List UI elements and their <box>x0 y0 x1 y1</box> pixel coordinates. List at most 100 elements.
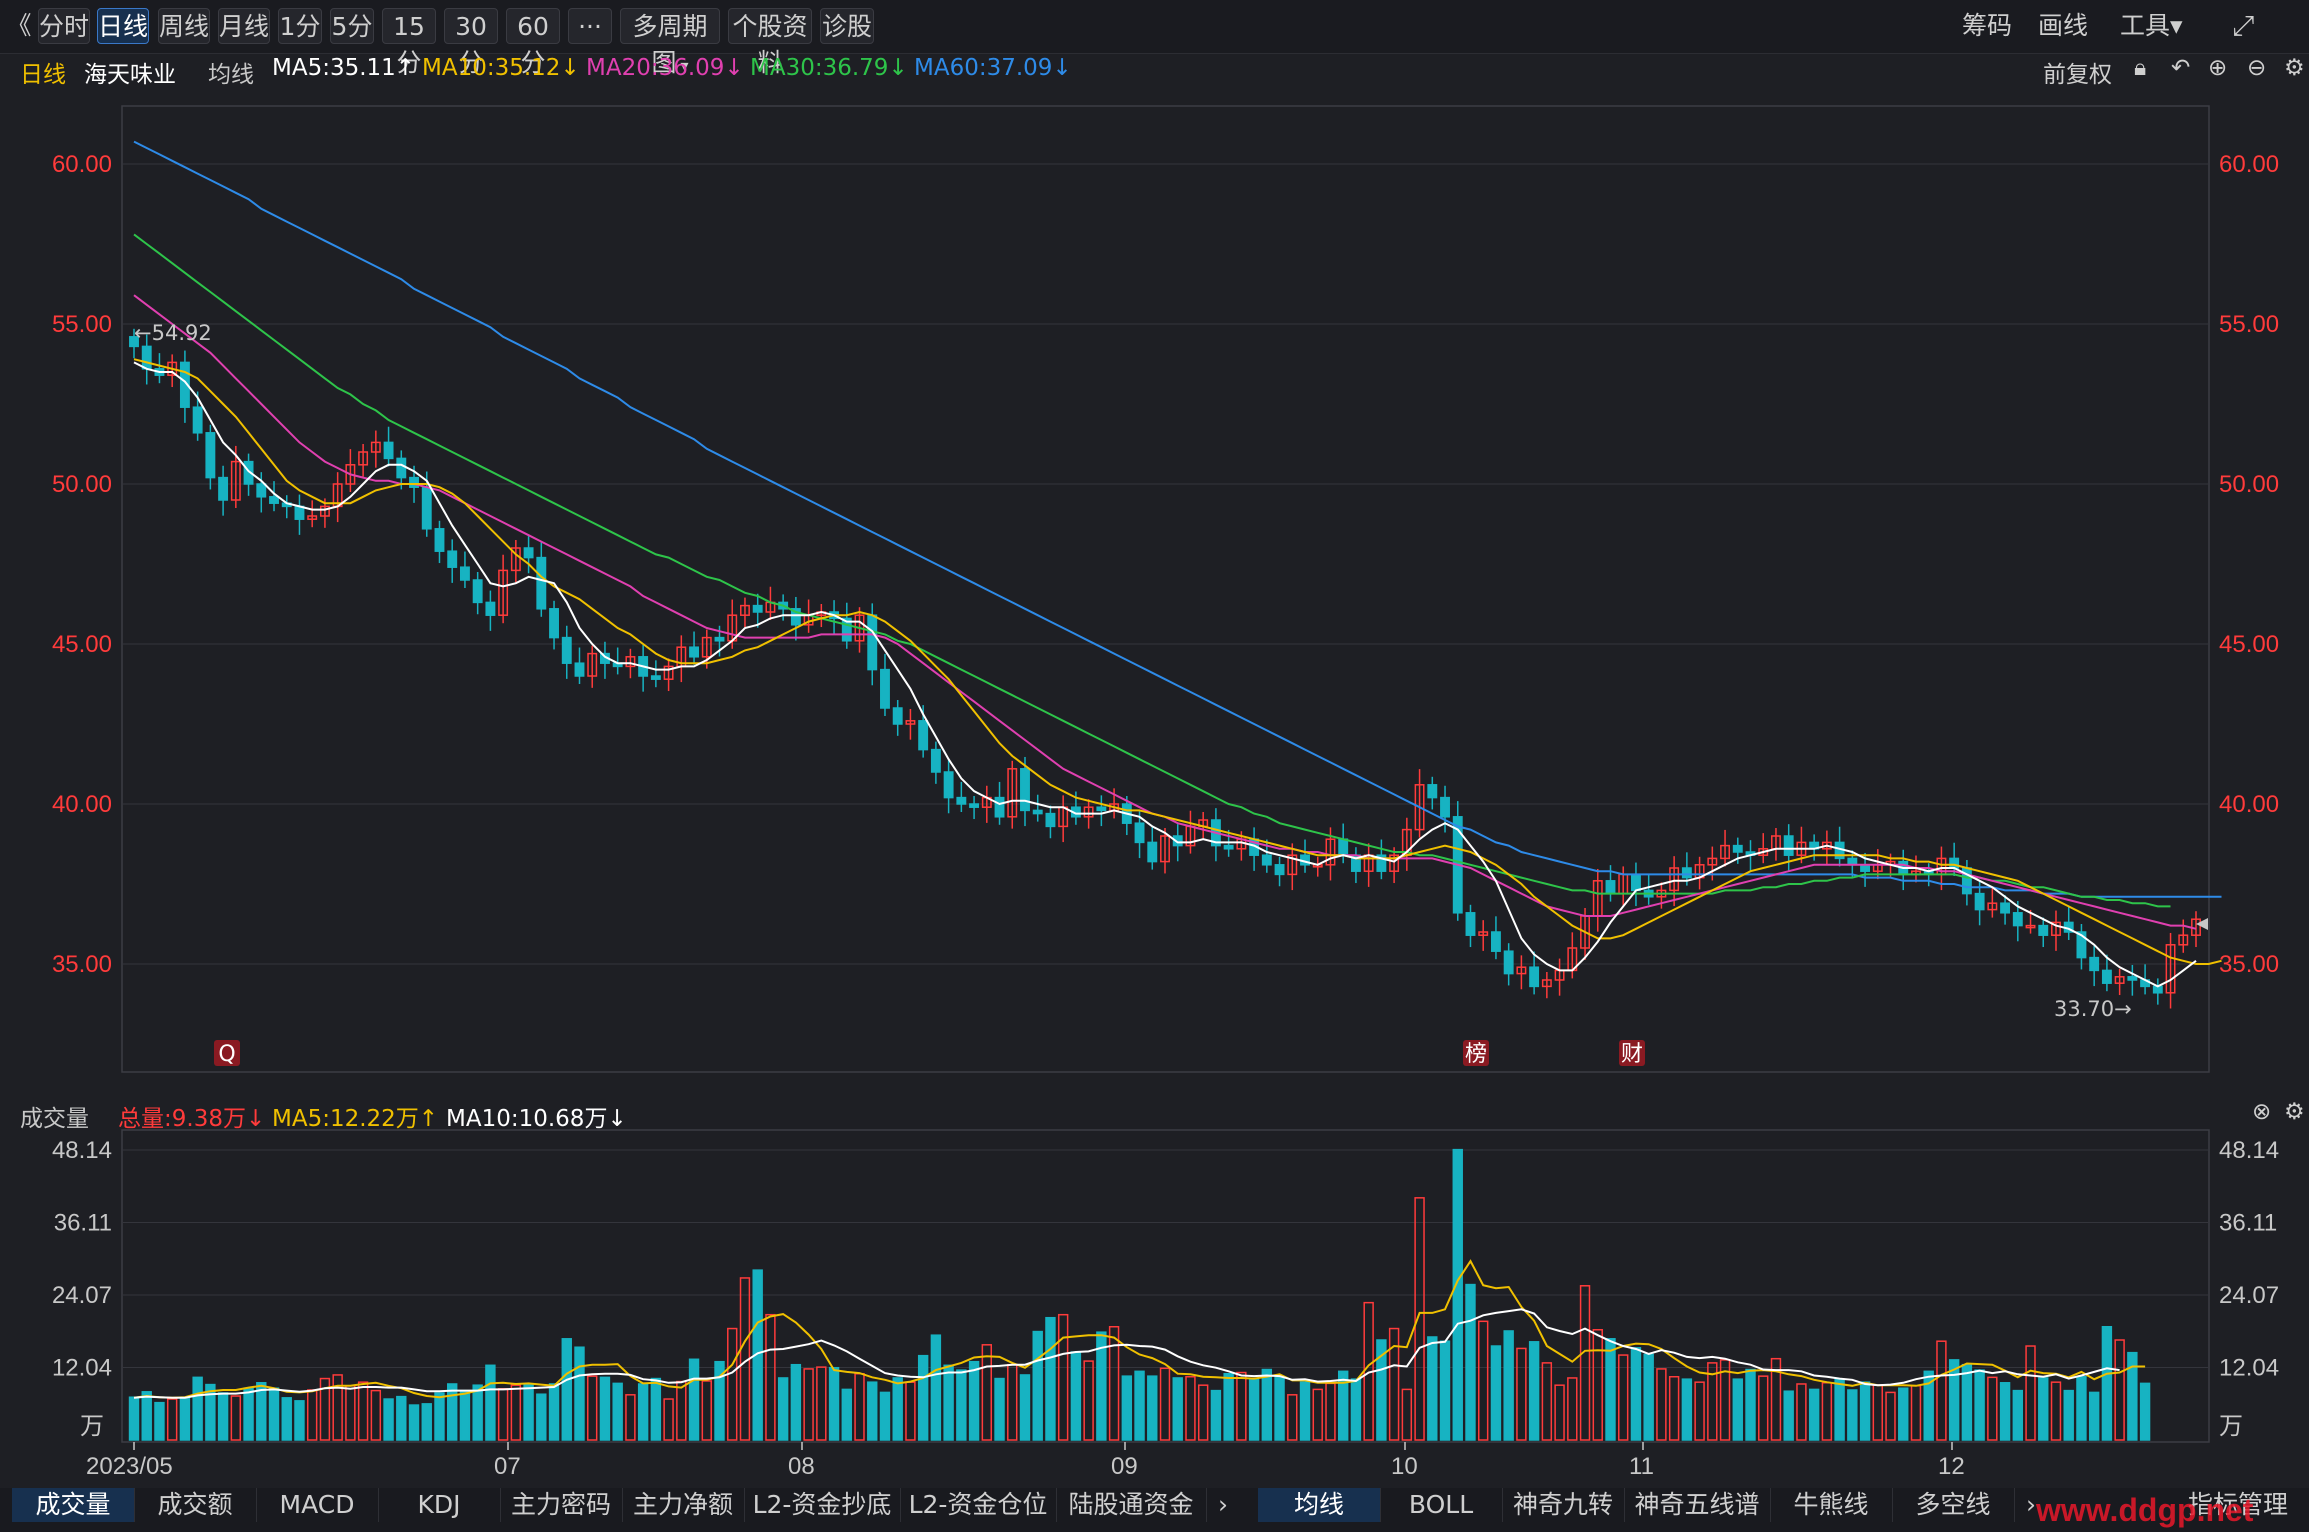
candle-up <box>905 720 916 725</box>
tab-magic-nine[interactable]: 神奇九转 <box>1502 1488 1625 1522</box>
volume-ma10-line <box>133 1308 2120 1399</box>
price-tick-label-right: 40.00 <box>2219 791 2279 818</box>
volume-bar-down <box>154 1401 165 1441</box>
x-tick-label: 12 <box>1938 1453 1965 1480</box>
candle-down <box>2127 976 2138 981</box>
volume-unit-label-right: 万 <box>2219 1412 2243 1440</box>
multi-period-button[interactable]: 多周期图 ▾ <box>620 8 720 77</box>
volume-label: 成交量 <box>20 1106 89 1132</box>
gear-icon[interactable]: ⚙ <box>2284 55 2305 81</box>
tab-hk-connect[interactable]: 陆股通资金 <box>1056 1488 1207 1522</box>
tab-volume[interactable]: 成交量 <box>12 1488 135 1522</box>
candle-down <box>218 476 229 501</box>
volume-tick-label-right: 12.04 <box>2219 1354 2279 1381</box>
adjust-mode[interactable]: 前复权 <box>2043 62 2112 88</box>
period-button-60min[interactable]: 60分 <box>506 8 560 77</box>
x-tick-label: 2023/05 <box>86 1453 173 1480</box>
kline-chart[interactable]: 60.00 60.00 55.00 55.00 50.00 50.00 45.00 45.00… <box>0 0 2309 1488</box>
tab-long-short[interactable]: 多空线 <box>1892 1488 2015 1522</box>
volume-bar-down <box>1096 1331 1107 1441</box>
volume-bar-down <box>1974 1369 1985 1441</box>
candle-down <box>243 460 254 485</box>
fullscreen-icon[interactable]: ⤢ <box>2232 9 2255 42</box>
volume-bar-up <box>1885 1391 1896 1441</box>
period-button-weekly[interactable]: 周线 <box>158 8 210 44</box>
lock-icon[interactable]: 🔒︎ <box>2134 55 2147 81</box>
volume-bar-up <box>1516 1347 1527 1441</box>
tab-magic-five[interactable]: 神奇五线谱 <box>1624 1488 1771 1522</box>
period-button-15min[interactable]: 15分 <box>382 8 436 77</box>
candle-down <box>752 604 763 613</box>
ma10-value: MA10:35.12↓ <box>422 55 580 81</box>
tab-l2-position[interactable]: L2-资金仓位 <box>900 1488 1057 1522</box>
volume-bar-up <box>1618 1354 1629 1441</box>
volume-bar-down <box>1350 1378 1362 1441</box>
chips-button[interactable]: 筹码 <box>1962 11 2013 40</box>
volume-bar-down <box>1503 1330 1514 1441</box>
close-icon[interactable]: ⊗ <box>2252 1099 2272 1125</box>
candle-up <box>1007 768 1018 818</box>
volume-bar-up <box>727 1327 738 1441</box>
volume-bar-down <box>561 1338 572 1441</box>
period-button-daily[interactable]: 日线 <box>97 8 149 44</box>
tab-main-code[interactable]: 主力密码 <box>500 1488 623 1522</box>
toolbar: 《 分时 日线 周线 月线 1分 5分 15分 30分 60分 ··· 多周期图… <box>0 0 2309 77</box>
volume-bar-down <box>917 1354 929 1441</box>
volume-bar-down <box>179 1397 191 1441</box>
volume-bar-down <box>205 1383 216 1441</box>
undo-icon[interactable]: ↶ <box>2171 55 2191 81</box>
volume-bar-down <box>1019 1374 1031 1441</box>
candle-down <box>1020 768 1030 812</box>
candle-down <box>396 457 407 479</box>
volume-bar-up <box>701 1380 712 1441</box>
candle-down <box>1096 806 1107 812</box>
tab-kdj[interactable]: KDJ <box>378 1488 501 1522</box>
volume-bar-down <box>141 1391 152 1441</box>
x-tick-label: 11 <box>1629 1453 1654 1480</box>
tab-turnover[interactable]: 成交额 <box>134 1488 257 1522</box>
volume-ma10: MA10:10.68万↓ <box>446 1106 627 1132</box>
diagnose-button[interactable]: 诊股 <box>820 8 874 44</box>
period-button-5min[interactable]: 5分 <box>330 8 374 44</box>
tab-macd[interactable]: MACD <box>256 1488 379 1522</box>
chevron-right-icon[interactable]: › <box>2026 1490 2036 1519</box>
gear-icon[interactable]: ⚙ <box>2284 1099 2305 1125</box>
volume-bar-up <box>1007 1363 1018 1441</box>
volume-bar-down <box>574 1346 585 1441</box>
period-button-monthly[interactable]: 月线 <box>218 8 270 44</box>
volume-bar-up <box>1567 1377 1578 1441</box>
tab-main-net[interactable]: 主力净额 <box>622 1488 745 1522</box>
volume-bar-down <box>1643 1353 1654 1441</box>
volume-bar-up <box>1312 1388 1323 1441</box>
tab-l2-bottom[interactable]: L2-资金抄底 <box>744 1488 901 1522</box>
tools-button[interactable]: 工具▾ <box>2120 11 2183 40</box>
period-button-30min[interactable]: 30分 <box>444 8 498 77</box>
zoom-out-icon[interactable]: ⊖ <box>2247 55 2267 81</box>
more-periods-button[interactable]: ··· <box>568 8 612 44</box>
volume-bar-down <box>268 1387 280 1441</box>
candle-down <box>205 432 216 479</box>
draw-line-button[interactable]: 画线 <box>2038 11 2089 40</box>
candle-up <box>701 636 712 658</box>
volume-bar-up <box>1478 1320 1489 1441</box>
stock-info-button[interactable]: 个股资料 <box>728 8 812 77</box>
volume-bar-down <box>968 1360 980 1441</box>
volume-bar-down <box>294 1400 305 1441</box>
indicator-manage-button[interactable]: 指标管理 <box>2187 1490 2288 1519</box>
period-button-1min[interactable]: 1分 <box>278 8 322 44</box>
zoom-in-icon[interactable]: ⊕ <box>2208 55 2228 81</box>
volume-bar-up <box>1541 1362 1553 1441</box>
period-button-minute[interactable]: 分时 <box>38 8 90 44</box>
candle-up <box>510 547 521 572</box>
volume-bar-down <box>1299 1381 1311 1441</box>
candle-down <box>1376 854 1387 872</box>
volume-bar-up <box>2114 1339 2125 1441</box>
tab-boll[interactable]: BOLL <box>1380 1488 1503 1522</box>
tab-bull-bear[interactable]: 牛熊线 <box>1770 1488 1893 1522</box>
chevron-right-icon[interactable]: › <box>1218 1490 1228 1519</box>
candle-down <box>790 608 801 626</box>
back-button[interactable]: 《 <box>6 11 32 40</box>
volume-bar-up <box>1796 1383 1807 1441</box>
price-tick-label-right: 55.00 <box>2219 311 2279 338</box>
tab-ma[interactable]: 均线 <box>1258 1488 1381 1522</box>
